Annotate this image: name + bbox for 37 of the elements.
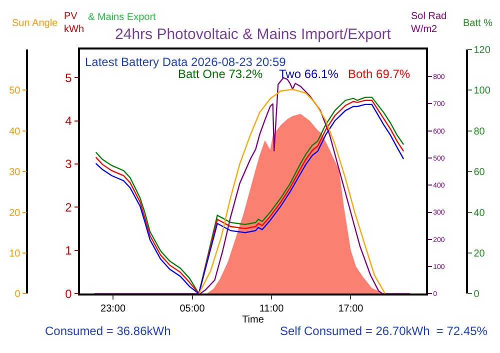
y3-tick-label: 100 [474, 86, 491, 97]
y-tick-label: 4 [65, 114, 72, 128]
annotation: Both 69.7% [348, 67, 410, 81]
y-tick-label: 0 [14, 289, 21, 300]
y-tick-label: 3 [65, 157, 72, 172]
text: Consumed = 36.86kWh [45, 324, 171, 338]
x-axis-title: Time [242, 314, 264, 326]
y3-tick-label: 60 [474, 167, 486, 178]
y-tick-label: 20 [9, 208, 21, 219]
text: & Mains Export [88, 12, 156, 23]
y3-tick-label: 80 [474, 126, 486, 138]
x-tick-label: 05:00 [180, 303, 206, 314]
y-axis-title: PV kWh [64, 11, 84, 35]
x-tick-label: 17:00 [338, 303, 364, 314]
y-tick-label: 5 [65, 70, 72, 85]
y-tick-label: 40 [9, 126, 21, 138]
y3-tick-label: 40 [474, 208, 486, 219]
annotation: Two 66.1% [279, 67, 339, 81]
y2-axis-title: Sol Rad W/m2 [411, 11, 447, 35]
y-tick-label: 10 [9, 248, 21, 260]
annotation: Latest Battery Data 2026-08-23 20:59 [85, 55, 286, 69]
y-tick-label: 50 [9, 86, 21, 97]
y-tick-label: 2 [65, 200, 72, 214]
y3-tick-label: 20 [474, 248, 486, 260]
y-tick-label: 30 [9, 167, 21, 178]
x-tick-label: 11:00 [259, 303, 284, 314]
y3-axis-title: Batt % [463, 18, 493, 29]
y3-tick-label: 120 [474, 44, 491, 56]
y-axis-title: Sun Angle [12, 18, 58, 29]
x-tick-label: 23:00 [100, 303, 126, 314]
y3-tick-label: 0 [474, 289, 480, 300]
y-tick-label: 0 [65, 286, 72, 301]
text: Self Consumed = 26.70kWh = 72.45% [280, 324, 488, 338]
line-series [198, 88, 386, 294]
chart-title: 24hrs Photovoltaic & Mains Import/Export [115, 26, 392, 43]
y-tick-label: 1 [65, 244, 72, 258]
annotation: Batt One 73.2% [178, 67, 264, 81]
